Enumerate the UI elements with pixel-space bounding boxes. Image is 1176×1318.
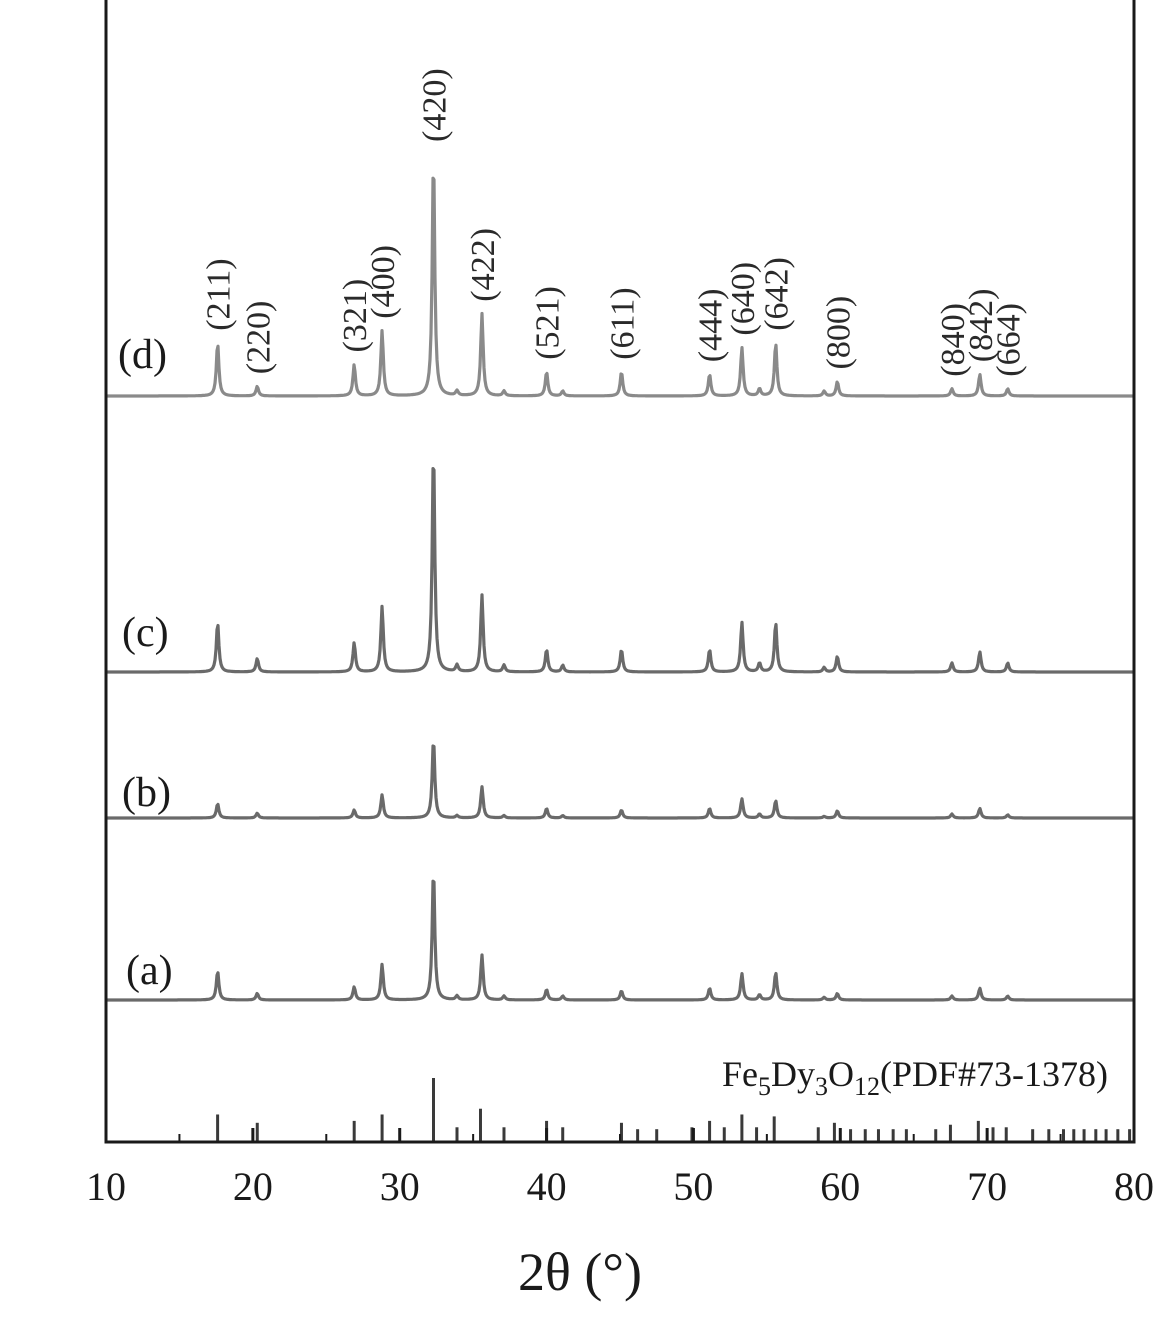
- x-tick-group: 10 20 30 40 50 60 70 80: [86, 1128, 1154, 1209]
- x-tick-label: 10: [86, 1164, 126, 1209]
- x-tick-label: 30: [380, 1164, 420, 1209]
- x-tick-label: 70: [967, 1164, 1007, 1209]
- reference-label-subscript: 12: [854, 1072, 880, 1101]
- hkl-label: (642): [759, 257, 796, 331]
- reference-label-subscript: 3: [815, 1072, 828, 1101]
- x-axis-title: 2θ (°): [518, 1242, 642, 1302]
- series-label: (b): [122, 770, 171, 816]
- series-label: (c): [122, 610, 169, 656]
- series-line-a: [105, 879, 1135, 1002]
- hkl-label: (800): [820, 296, 857, 370]
- hkl-label: (640): [725, 262, 762, 336]
- hkl-label: (611): [605, 287, 642, 359]
- hkl-label: (400): [365, 245, 402, 319]
- hkl-label: (664): [991, 303, 1028, 377]
- reference-label-subscript: 5: [758, 1072, 771, 1101]
- hkl-label: (211): [201, 258, 238, 330]
- reference-label-part: O: [828, 1054, 854, 1094]
- reference-label: Fe5Dy3O12(PDF#73-1378): [722, 1054, 1108, 1101]
- series-line-c: [105, 467, 1135, 674]
- hkl-label: (842): [963, 289, 1000, 363]
- reference-label-part: Dy: [771, 1054, 815, 1094]
- hkl-label: (220): [240, 301, 277, 375]
- axes-group: [104, 0, 1136, 1144]
- hkl-label: (420): [417, 68, 454, 142]
- hkl-label: (521): [530, 286, 567, 360]
- x-tick-label: 50: [673, 1164, 713, 1209]
- series-line-d: [105, 176, 1135, 398]
- hkl-label: (840): [935, 303, 972, 377]
- x-tick-label: 60: [820, 1164, 860, 1209]
- series-label: (a): [126, 948, 173, 994]
- x-tick-label: 80: [1114, 1164, 1154, 1209]
- x-tick-label: 20: [233, 1164, 273, 1209]
- series-line-b: [105, 744, 1135, 820]
- hkl-label: (321): [337, 279, 374, 353]
- reference-label-part: Fe: [722, 1054, 758, 1094]
- plot-frame: [104, 0, 1136, 1144]
- hkl-label: (422): [465, 228, 502, 302]
- series-label: (d): [118, 332, 167, 378]
- reference-label-part: (PDF#73-1378): [880, 1054, 1108, 1094]
- hkl-label: (444): [693, 289, 730, 363]
- series-group: (d) (c) (b) (a): [105, 176, 1135, 1002]
- x-tick-label: 40: [527, 1164, 567, 1209]
- hkl-label-group: (211)(220) (321)(400) (420) (422) (521) (611)…: [201, 68, 1028, 376]
